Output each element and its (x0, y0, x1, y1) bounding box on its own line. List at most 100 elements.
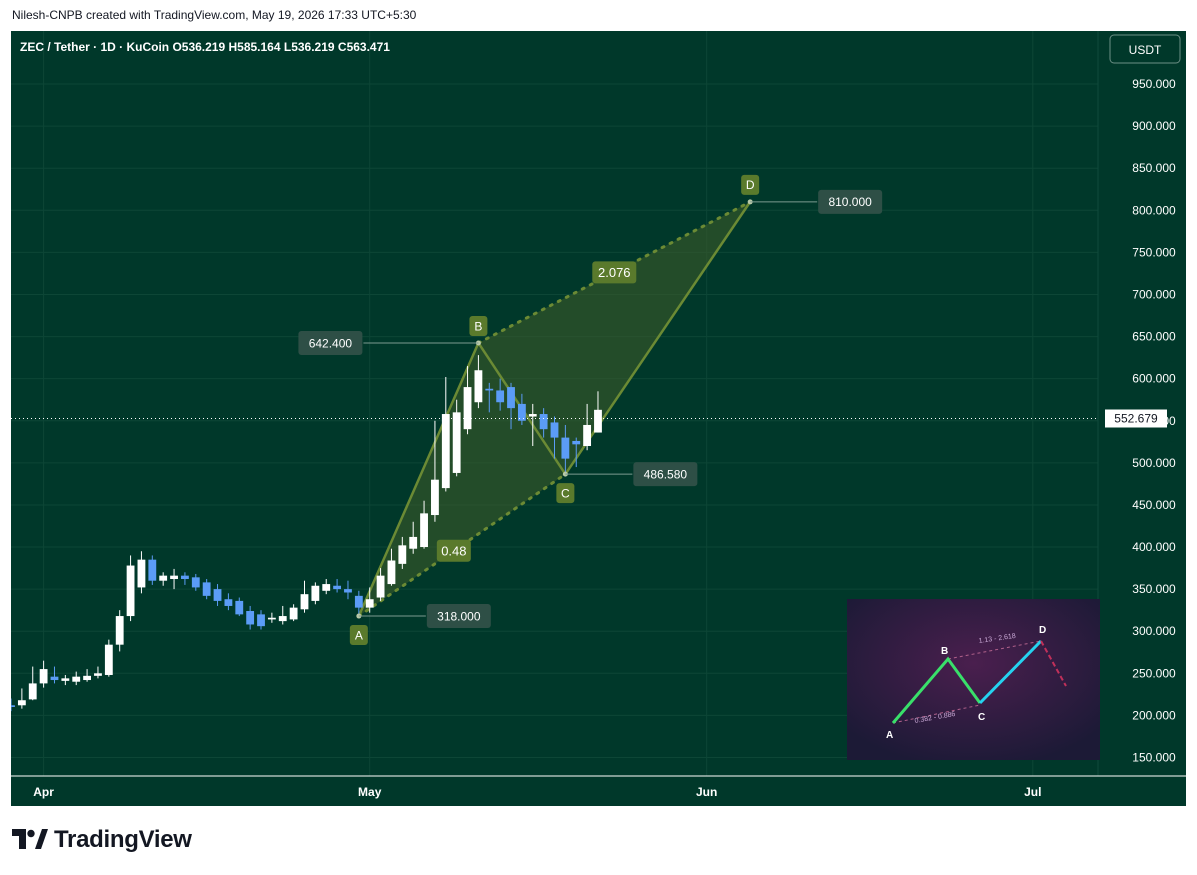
price-tick-label: 200.000 (1132, 708, 1176, 722)
candle-bullish[interactable] (441, 376, 450, 492)
inset-label-a: A (886, 730, 893, 741)
candle-bullish[interactable] (104, 639, 113, 677)
candle-bearish[interactable] (213, 584, 222, 606)
candle-bullish[interactable] (594, 391, 602, 433)
candle-bearish[interactable] (496, 378, 505, 411)
candle-bearish[interactable] (344, 580, 352, 600)
candle-body (507, 387, 515, 409)
price-label-b-text: 642.400 (309, 336, 353, 350)
price-tick-label: 500.000 (1132, 456, 1176, 470)
candle-bullish[interactable] (170, 568, 178, 590)
candle-bullish[interactable] (83, 669, 92, 682)
tradingview-logo[interactable]: TradingView (12, 826, 192, 854)
candle-bullish[interactable] (376, 568, 385, 601)
candle-bullish[interactable] (17, 688, 26, 709)
candlestick-series[interactable] (11, 355, 602, 712)
candle-bullish[interactable] (322, 579, 331, 595)
candle-bearish[interactable] (550, 416, 559, 459)
candle-body (431, 479, 439, 516)
price-chart[interactable]: 950.000 900.000 850.000 800.000 750.000 700.0… (11, 31, 1186, 806)
candle-bullish[interactable] (398, 536, 407, 569)
tradingview-logo-icon (12, 829, 48, 849)
price-tick-label: 950.000 (1132, 77, 1176, 91)
candle-bullish[interactable] (311, 582, 320, 605)
candle-bullish[interactable] (409, 521, 418, 554)
price-label-a[interactable]: 318.000 (426, 604, 491, 629)
candle-bullish[interactable] (528, 403, 537, 447)
candle-bearish[interactable] (539, 408, 548, 438)
candle-bullish[interactable] (126, 555, 135, 622)
candle-body (594, 409, 602, 433)
candle-bearish[interactable] (11, 698, 15, 712)
candle-bullish[interactable] (420, 500, 428, 549)
candle-bullish[interactable] (365, 587, 374, 613)
candle-bearish[interactable] (517, 393, 526, 425)
candle-body (311, 585, 320, 601)
candle-bearish[interactable] (507, 382, 515, 430)
time-tick-label: May (358, 785, 382, 799)
currency-button[interactable]: USDT (1109, 34, 1181, 64)
candle-bearish[interactable] (354, 590, 363, 617)
candle-bullish[interactable] (583, 403, 592, 451)
candle-body (126, 565, 135, 617)
candle-bullish[interactable] (267, 612, 276, 623)
candle-bearish[interactable] (561, 424, 570, 474)
point-label-a[interactable]: A (349, 625, 368, 646)
price-tick-label: 900.000 (1132, 119, 1176, 133)
candle-bullish[interactable] (463, 366, 472, 435)
candle-bearish[interactable] (246, 605, 255, 630)
candle-body (420, 513, 428, 548)
candle-bullish[interactable] (474, 355, 483, 409)
candle-bullish[interactable] (137, 551, 146, 594)
candle-bullish[interactable] (387, 548, 396, 586)
candle-bearish[interactable] (257, 610, 265, 630)
candle-body (387, 560, 396, 585)
candle-bearish[interactable] (224, 593, 233, 611)
price-tick-label: 350.000 (1132, 582, 1176, 596)
candle-bullish[interactable] (452, 399, 461, 477)
time-axis[interactable]: Apr May Jun Jul (11, 775, 1186, 799)
candle-body (344, 589, 352, 593)
candle-bullish[interactable] (278, 605, 287, 625)
price-label-c[interactable]: 486.580 (633, 462, 698, 487)
candle-bullish[interactable] (115, 610, 124, 652)
candle-bearish[interactable] (148, 555, 157, 585)
candle-bearish[interactable] (572, 437, 581, 468)
last-price-tag (1105, 409, 1167, 428)
point-label-a-bg (349, 625, 368, 646)
price-label-b[interactable]: 642.400 (298, 330, 363, 355)
point-label-d-bg (741, 174, 760, 195)
candle-bearish[interactable] (191, 573, 200, 591)
price-label-d[interactable]: 810.000 (818, 189, 883, 214)
candle-bearish[interactable] (235, 597, 244, 617)
candle-bearish[interactable] (333, 579, 342, 593)
ratio-label-bd-bg (592, 261, 637, 284)
candle-bearish[interactable] (50, 666, 59, 684)
point-label-d[interactable]: D (741, 174, 760, 195)
candle-body (246, 611, 255, 625)
ratio-label-ac-bg (436, 539, 471, 562)
candle-bearish[interactable] (202, 579, 211, 600)
candle-bullish[interactable] (289, 604, 298, 622)
ratio-label-bd[interactable]: 2.076 (592, 261, 637, 284)
candle-bullish[interactable] (72, 671, 81, 686)
candle-bullish[interactable] (159, 572, 168, 586)
candle-body (39, 669, 48, 684)
candle-bearish[interactable] (181, 572, 189, 585)
point-label-b[interactable]: B (469, 315, 488, 336)
candle-bullish[interactable] (431, 420, 439, 522)
candle-body (398, 545, 407, 564)
candle-body (94, 673, 102, 676)
candle-bullish[interactable] (28, 666, 37, 701)
point-label-c[interactable]: C (556, 483, 575, 504)
candle-bullish[interactable] (94, 666, 102, 679)
candle-body (278, 616, 287, 622)
chart-panel[interactable]: 950.000 900.000 850.000 800.000 750.000 700.0… (11, 31, 1186, 806)
candle-bullish[interactable] (61, 674, 70, 686)
candle-bullish[interactable] (39, 660, 48, 688)
inset-label-b: B (941, 646, 948, 657)
candle-bullish[interactable] (300, 580, 309, 613)
candle-bearish[interactable] (485, 382, 494, 413)
candle-body (11, 705, 15, 707)
ratio-label-ac[interactable]: 0.48 (436, 539, 471, 562)
